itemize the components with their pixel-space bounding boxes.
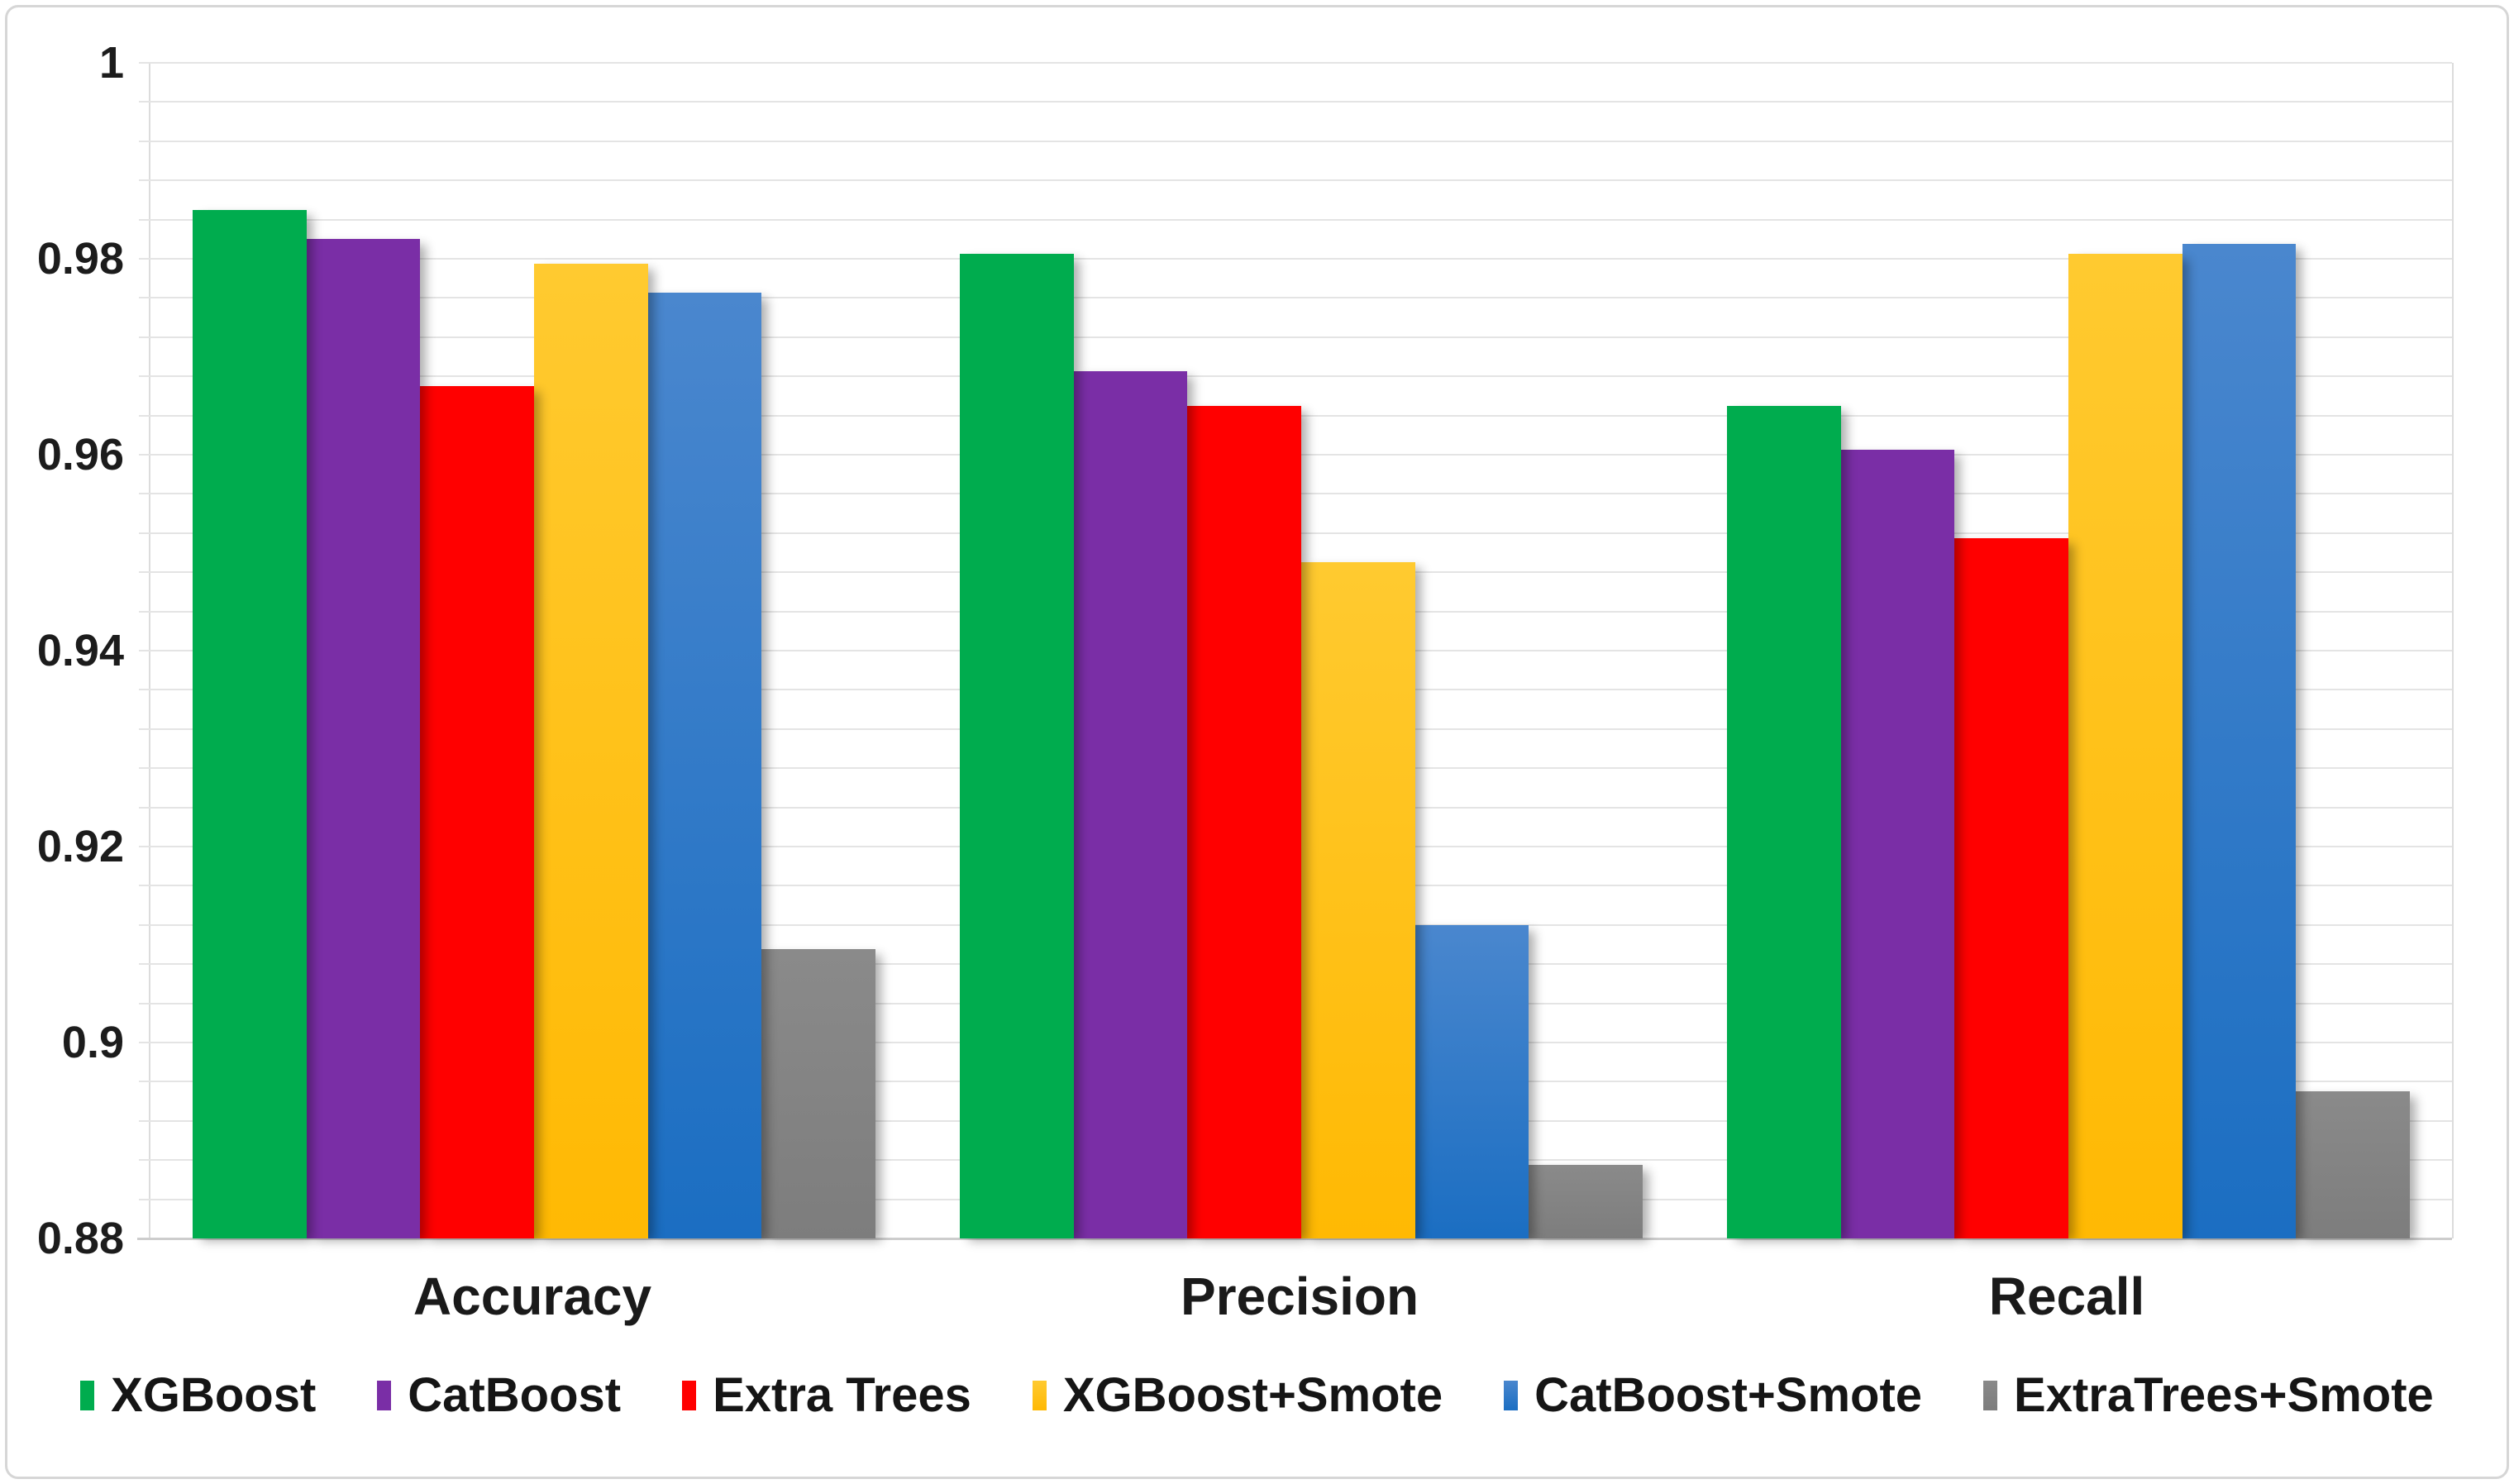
bar-accuracy-xgboost xyxy=(193,209,307,1238)
gridline xyxy=(139,140,2452,142)
bar-precision-catboost xyxy=(1073,371,1188,1238)
y-tick-label: 0.92 xyxy=(36,822,124,871)
legend-swatch-icon xyxy=(1983,1381,1998,1410)
legend-label: CatBoost xyxy=(408,1368,622,1422)
bar-recall-catboost xyxy=(1840,450,1955,1238)
gridline xyxy=(139,375,2452,378)
legend-swatch-icon xyxy=(1504,1381,1519,1410)
bar-precision-extratrees-smote xyxy=(1529,1165,1643,1238)
bar-accuracy-extra-trees xyxy=(420,386,534,1238)
legend-swatch-icon xyxy=(1032,1381,1047,1410)
gridline xyxy=(139,336,2452,338)
gridline xyxy=(139,101,2452,103)
y-tick-label: 0.96 xyxy=(36,430,124,480)
bar-accuracy-xgboost-smote xyxy=(534,263,648,1238)
bar-precision-xgboost-smote xyxy=(1301,562,1415,1238)
legend-swatch-icon xyxy=(377,1381,392,1410)
y-tick-label: 0.9 xyxy=(61,1018,124,1067)
legend-item-xgboost: XGBoost xyxy=(80,1367,316,1424)
bar-recall-extratrees-smote xyxy=(2296,1091,2410,1238)
bar-precision-xgboost xyxy=(960,254,1074,1238)
legend-label: CatBoost+Smote xyxy=(1534,1368,1923,1422)
legend-item-extratrees-smote: ExtraTrees+Smote xyxy=(1983,1367,2434,1424)
bar-recall-xgboost xyxy=(1727,405,1841,1238)
category-label-recall: Recall xyxy=(1988,1267,2145,1326)
y-tick-label: 0.98 xyxy=(36,234,124,284)
x-axis-category-labels: Accuracy Precision Recall xyxy=(149,1263,2450,1329)
y-tick-label: 0.88 xyxy=(36,1214,124,1263)
plot-area xyxy=(137,62,2454,1240)
legend-item-xgboost-smote: XGBoost+Smote xyxy=(1032,1367,1443,1424)
category-label-accuracy: Accuracy xyxy=(413,1267,652,1326)
bar-precision-extra-trees xyxy=(1187,405,1301,1238)
legend-swatch-icon xyxy=(682,1381,697,1410)
gridline xyxy=(139,258,2452,260)
x-axis-line xyxy=(137,1238,2452,1240)
legend-label: XGBoost+Smote xyxy=(1062,1368,1443,1422)
gridline xyxy=(139,218,2452,221)
bar-recall-extra-trees xyxy=(1954,537,2068,1238)
y-tick-label: 1 xyxy=(98,38,124,88)
legend: XGBoost CatBoost Extra Trees XGBoost+Smote C… xyxy=(50,1362,2464,1429)
bar-recall-xgboost-smote xyxy=(2068,254,2182,1238)
gridline xyxy=(139,179,2452,182)
bar-accuracy-extratrees-smote xyxy=(761,949,875,1238)
legend-item-extra-trees: Extra Trees xyxy=(682,1367,971,1424)
legend-item-catboost-smote: CatBoost+Smote xyxy=(1504,1367,1922,1424)
category-label-precision: Precision xyxy=(1180,1267,1419,1326)
legend-label: Extra Trees xyxy=(713,1368,971,1422)
legend-label: XGBoost xyxy=(111,1368,317,1422)
y-tick-label: 0.94 xyxy=(36,626,124,675)
gridline xyxy=(139,62,2452,64)
legend-swatch-icon xyxy=(80,1381,95,1410)
bar-accuracy-catboost xyxy=(306,239,421,1238)
bar-recall-catboost-smote xyxy=(2182,244,2297,1238)
gridline xyxy=(139,297,2452,299)
legend-label: ExtraTrees+Smote xyxy=(2014,1368,2434,1422)
bar-accuracy-catboost-smote xyxy=(647,293,762,1238)
legend-item-catboost: CatBoost xyxy=(377,1367,621,1424)
bar-precision-catboost-smote xyxy=(1414,924,1529,1238)
